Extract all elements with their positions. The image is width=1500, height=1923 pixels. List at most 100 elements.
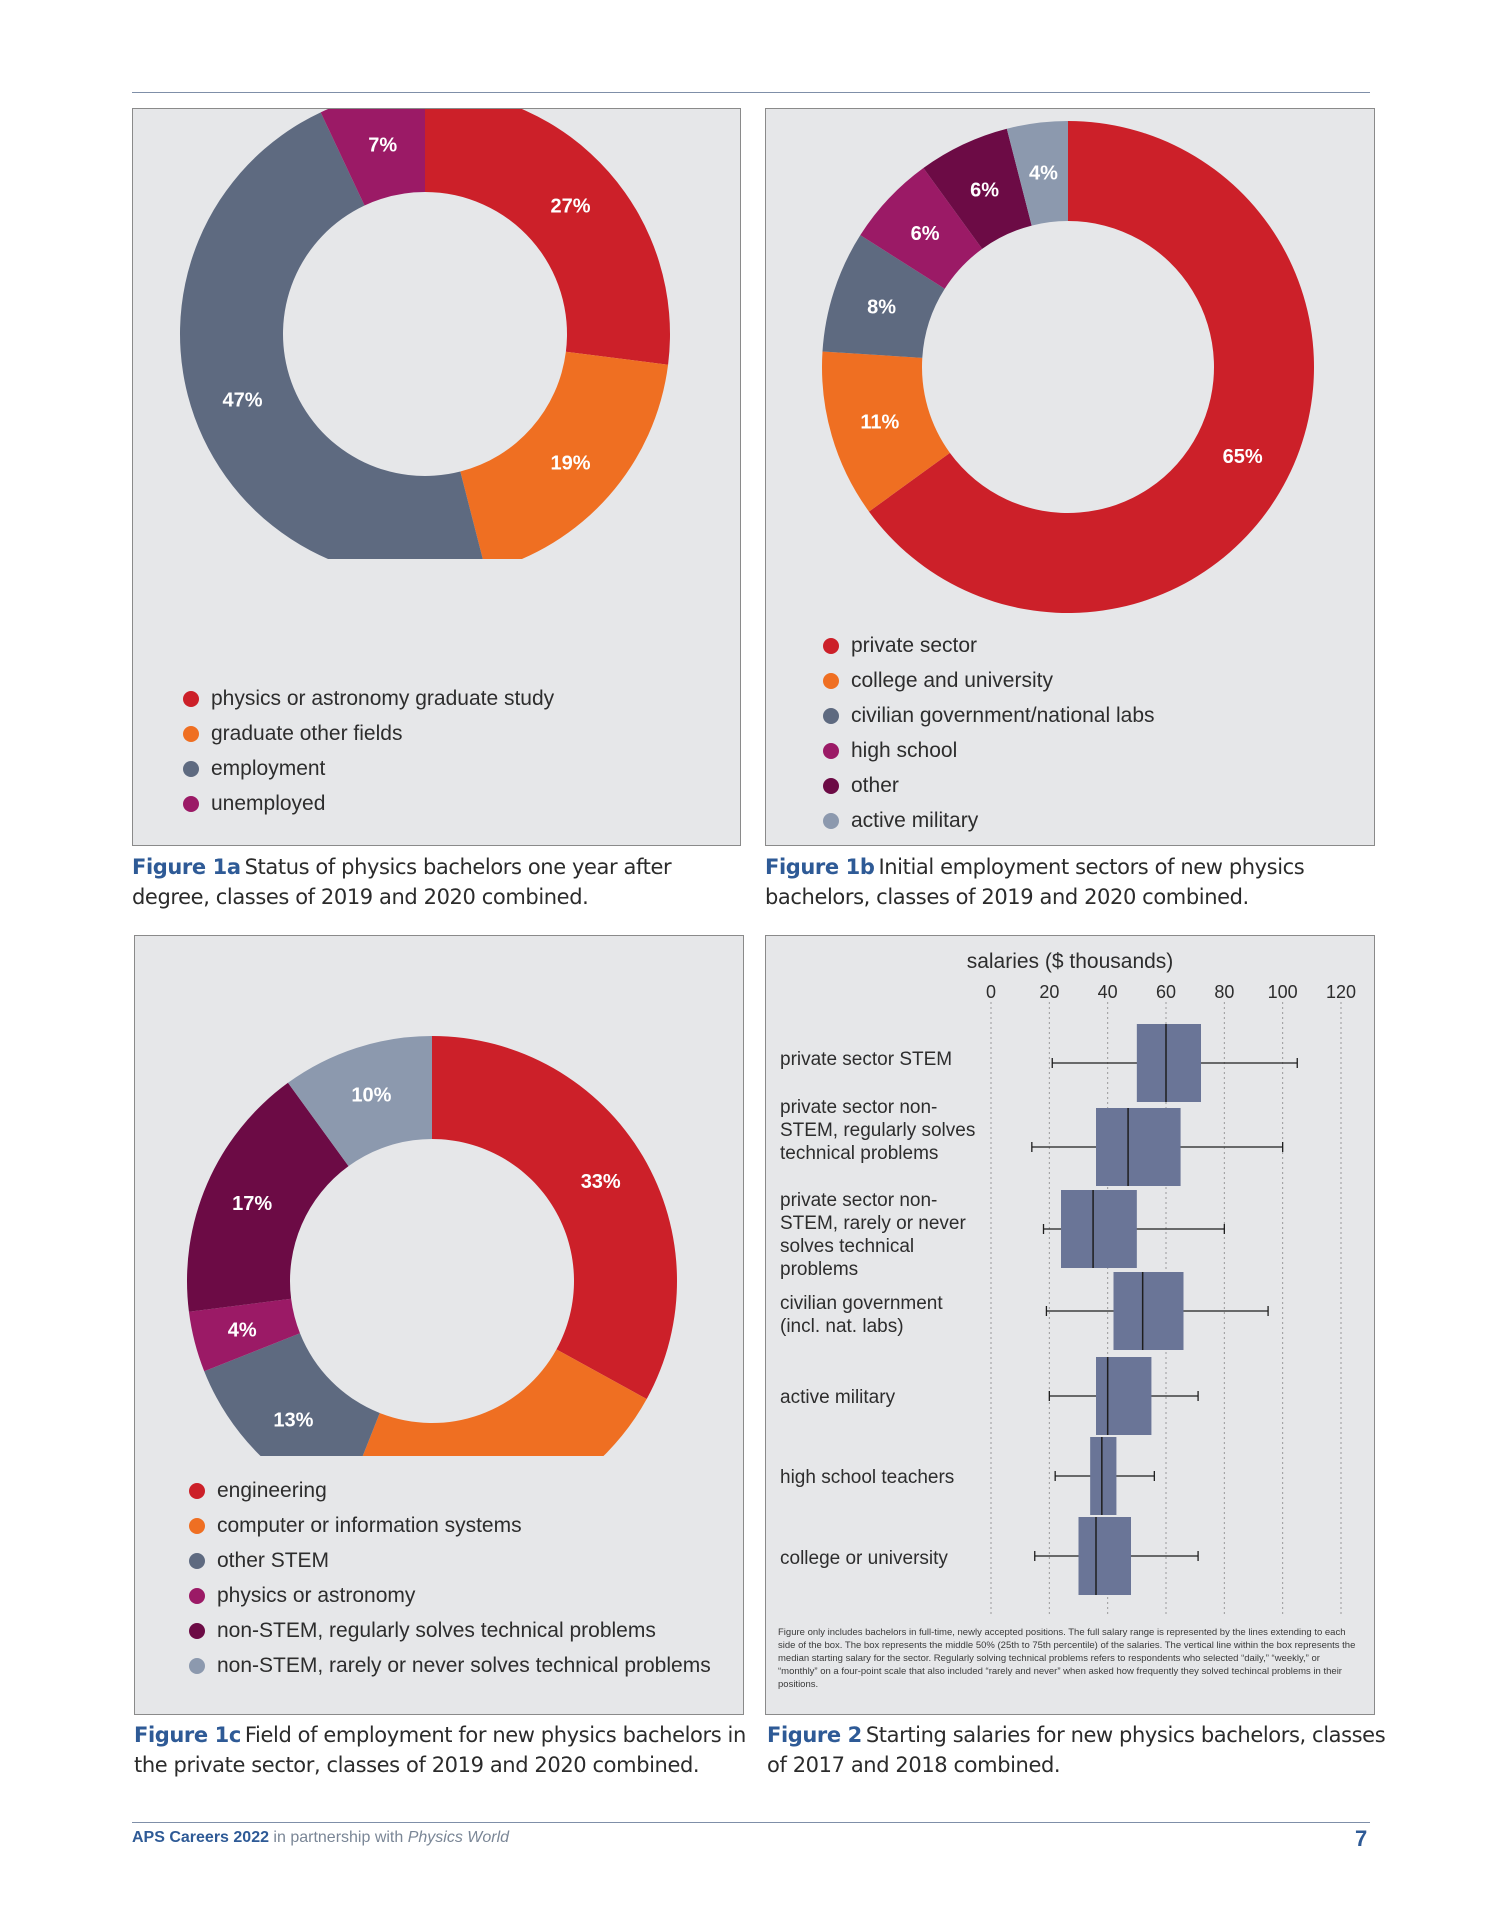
category-label: private sector STEM xyxy=(780,1049,953,1070)
figure-1c-slice-3 xyxy=(204,1333,380,1456)
legend-label: civilian government/national labs xyxy=(851,703,1155,727)
box-iqr xyxy=(1078,1517,1131,1595)
legend-swatch-icon xyxy=(823,777,839,794)
figure-1c-caption-text: Field of employment for new physics bach… xyxy=(134,1723,746,1777)
x-tick-40: 40 xyxy=(1098,982,1118,1002)
figure-1a-label-2: 19% xyxy=(551,452,591,474)
page-number: 7 xyxy=(1355,1826,1368,1851)
legend-label: private sector xyxy=(851,633,978,657)
footer: APS Careers 2022 in partnership with Phy… xyxy=(132,1829,509,1847)
figure-1a-label-4: 7% xyxy=(368,135,397,157)
figure-1b-caption-text: Initial employment sectors of new physic… xyxy=(765,855,1305,909)
figure-1c-legend-item-3: other STEM xyxy=(189,1543,711,1578)
figure-2-axis-title: salaries ($ thousands) xyxy=(966,950,1174,973)
figure-1b-label-6: 4% xyxy=(1029,163,1058,185)
legend-label: engineering xyxy=(217,1478,327,1502)
figure-1a-label-1: 27% xyxy=(551,196,591,218)
figure-1c-slice-2 xyxy=(362,1349,647,1456)
figure-1b-label-4: 6% xyxy=(911,223,940,245)
figure-1b-label-1: 65% xyxy=(1223,446,1263,468)
figure-2-panel: salaries ($ thousands) 0 20 40 60 80 100 120 p… xyxy=(765,935,1375,1715)
box-iqr xyxy=(1096,1108,1181,1186)
figure-1a-slice-4 xyxy=(320,109,425,206)
category-label: college or university xyxy=(780,1548,948,1569)
figure-1b-caption: Figure 1b Initial employment sectors of n… xyxy=(765,852,1385,912)
box-iqr xyxy=(1136,1024,1201,1102)
figure-1a-slice-2 xyxy=(460,351,669,559)
figure-1b-slice-6 xyxy=(1006,121,1068,226)
figure-1c-donut: 33% 23% 13% 4% 17% 10% xyxy=(187,1036,677,1456)
x-tick-100: 100 xyxy=(1268,982,1298,1002)
legend-swatch-icon xyxy=(189,1622,205,1639)
figure-1b-slice-3 xyxy=(822,235,945,358)
legend-swatch-icon xyxy=(183,795,199,812)
figure-1a-label: Figure 1a xyxy=(132,855,241,879)
legend-label: non-STEM, regularly solves technical pro… xyxy=(217,1618,656,1642)
legend-label: computer or information systems xyxy=(217,1513,522,1537)
legend-swatch-icon xyxy=(823,707,839,724)
x-tick-0: 0 xyxy=(986,982,996,1002)
figure-1c-legend: engineering computer or information syste… xyxy=(189,1473,711,1683)
category-label: private sector non-STEM, regularly solve… xyxy=(780,1097,976,1164)
figure-1b-label-5: 6% xyxy=(970,180,999,202)
figure-1b-legend-item-1: private sector xyxy=(823,628,1155,663)
figure-1b-legend-item-4: high school xyxy=(823,733,1155,768)
legend-label: graduate other fields xyxy=(211,721,403,745)
x-tick-120: 120 xyxy=(1326,982,1356,1002)
figure-1a-legend-item-3: employment xyxy=(183,751,554,786)
figure-1a-panel: 27% 19% 47% 7% physics or astronomy graduat… xyxy=(132,108,741,846)
figure-1c-slice-6 xyxy=(287,1036,432,1167)
legend-swatch-icon xyxy=(183,725,199,742)
legend-label: high school xyxy=(851,738,958,762)
box-iqr xyxy=(1113,1272,1184,1350)
figure-2-boxplot: 0 20 40 60 80 100 120 xyxy=(986,982,1356,1616)
figure-1a-legend-item-4: unemployed xyxy=(183,786,554,821)
legend-label: college and university xyxy=(851,668,1053,692)
figure-1c-label-5: 17% xyxy=(232,1193,272,1215)
legend-label: non-STEM, rarely or never solves technic… xyxy=(217,1653,711,1677)
legend-swatch-icon xyxy=(823,637,839,654)
figure-2-note: Figure only includes bachelors in full-t… xyxy=(778,1627,1356,1690)
figure-1c-label-6: 10% xyxy=(351,1085,391,1107)
figure-1b-label-2: 11% xyxy=(860,412,899,434)
category-label: high school teachers xyxy=(780,1467,955,1488)
figure-1a-legend: physics or astronomy graduate study gradu… xyxy=(183,681,554,821)
figure-1c-slice-1 xyxy=(432,1036,677,1400)
figure-1b-legend-item-5: other xyxy=(823,768,1155,803)
legend-swatch-icon xyxy=(823,812,839,829)
figure-1c-label-4: 4% xyxy=(228,1320,257,1342)
footer-partner: Physics World xyxy=(407,1829,510,1846)
figure-1b-slice-5 xyxy=(923,128,1032,249)
legend-swatch-icon xyxy=(189,1482,205,1499)
figure-2-caption-text: Starting salaries for new physics bachel… xyxy=(767,1723,1386,1777)
category-label: active military xyxy=(780,1387,896,1408)
x-tick-20: 20 xyxy=(1039,982,1059,1002)
figure-1a-legend-item-2: graduate other fields xyxy=(183,716,554,751)
figure-1c-slice-4 xyxy=(188,1298,300,1372)
legend-label: physics or astronomy graduate study xyxy=(211,686,555,710)
figure-1c-label-3: 13% xyxy=(273,1410,313,1432)
figure-1b-label-3: 8% xyxy=(867,296,896,318)
figure-1b-legend-item-3: civilian government/national labs xyxy=(823,698,1155,733)
box-iqr xyxy=(1090,1437,1117,1515)
legend-label: other STEM xyxy=(217,1548,330,1572)
x-tick-80: 80 xyxy=(1214,982,1234,1002)
bottom-rule xyxy=(132,1822,1370,1823)
legend-swatch-icon xyxy=(823,672,839,689)
category-label: civilian government (incl. nat. labs) xyxy=(780,1293,943,1337)
figure-1a-caption-text: Status of physics bachelors one year aft… xyxy=(132,855,672,909)
legend-swatch-icon xyxy=(183,690,199,707)
figure-1c-legend-item-4: physics or astronomy xyxy=(189,1578,711,1613)
figure-1c-label: Figure 1c xyxy=(134,1723,241,1747)
figure-1c-label-2: 23% xyxy=(478,1455,518,1456)
figure-1b-legend-item-6: active military xyxy=(823,803,1155,838)
figure-1b-slice-2 xyxy=(822,351,950,512)
legend-swatch-icon xyxy=(823,742,839,759)
legend-label: other xyxy=(851,773,899,797)
footer-brand: APS Careers 2022 xyxy=(132,1829,269,1846)
legend-swatch-icon xyxy=(189,1587,205,1604)
figure-1b-donut: 65% 11% 8% 6% 6% 4% xyxy=(822,121,1314,613)
x-tick-60: 60 xyxy=(1156,982,1176,1002)
legend-swatch-icon xyxy=(189,1657,205,1674)
figure-1b-legend: private sector college and university civi… xyxy=(823,628,1155,838)
